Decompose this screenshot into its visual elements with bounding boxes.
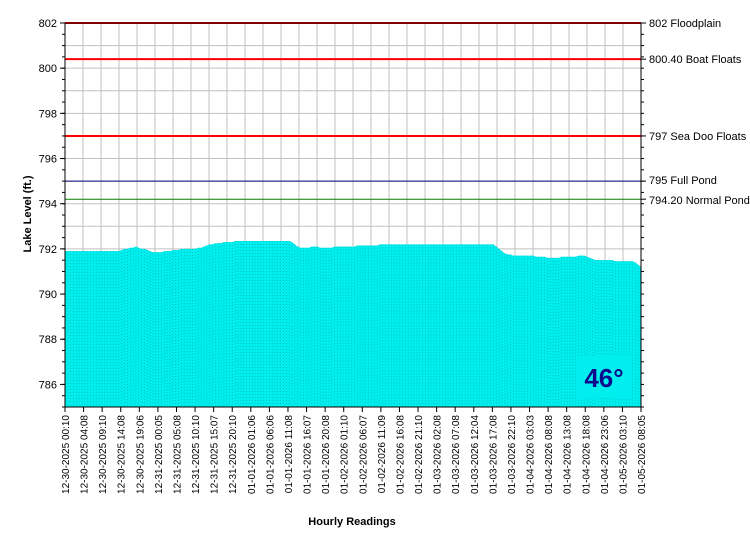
x-tick-label: 01-03-2026 12:04	[470, 415, 481, 494]
reference-label: 794.20 Normal Pond	[649, 195, 750, 207]
reference-label: 795 Full Pond	[649, 175, 717, 187]
x-tick-label: 01-01-2026 01:06	[247, 415, 258, 494]
x-tick-label: 01-01-2026 16:07	[303, 415, 314, 494]
x-tick-label: 12-31-2025 15:07	[210, 415, 221, 494]
x-tick-label: 12-31-2025 00:05	[154, 415, 165, 494]
x-axis-ticks: 12-30-2025 00:10 12-30-2025 04:08 12-30-20…	[61, 407, 648, 494]
lake-level-area	[64, 240, 642, 407]
y-tick-label: 786	[39, 379, 57, 391]
x-tick-label: 01-04-2026 18:08	[581, 415, 592, 494]
x-tick-label: 01-02-2026 01:10	[340, 415, 351, 494]
reference-labels: 802 Floodplain 800.40 Boat Floats 797 Sea …	[641, 18, 750, 207]
x-tick-label: 12-31-2025 05:08	[172, 415, 183, 494]
x-tick-label: 01-03-2026 22:10	[507, 415, 518, 494]
temperature-badge: 46°	[578, 356, 630, 398]
temperature-value: 46°	[584, 363, 623, 393]
x-tick-label: 01-05-2026 08:05	[637, 415, 648, 494]
x-tick-label: 01-01-2026 11:08	[284, 415, 295, 494]
reference-label: 797 Sea Doo Floats	[649, 131, 747, 143]
x-tick-label: 01-05-2026 03:10	[618, 415, 629, 494]
reference-label: 802 Floodplain	[649, 18, 721, 30]
x-tick-label: 01-04-2026 08:08	[544, 415, 555, 494]
x-axis-title: Hourly Readings	[308, 516, 395, 528]
y-tick-label: 788	[39, 334, 57, 346]
y-tick-label: 794	[39, 199, 57, 211]
y-axis-ticks: 786 788 790 792 794 796 798 800 802	[39, 18, 65, 408]
x-tick-label: 01-04-2026 03:03	[526, 415, 537, 494]
x-tick-label: 01-03-2026 02:08	[433, 415, 444, 494]
temperature-badge-bg	[578, 356, 630, 398]
x-tick-label: 12-30-2025 19:06	[135, 415, 146, 494]
y-tick-label: 790	[39, 289, 57, 301]
x-tick-label: 01-04-2026 13:08	[563, 415, 574, 494]
x-tick-label: 12-30-2025 00:10	[61, 415, 72, 494]
y-axis-title: Lake Level (ft.)	[22, 175, 34, 252]
right-axis-ticks	[641, 22, 644, 408]
x-tick-label: 01-02-2026 21:10	[414, 415, 425, 494]
area-fill	[65, 240, 641, 407]
y-tick-label: 800	[39, 63, 57, 75]
x-tick-label: 12-31-2025 20:10	[228, 415, 239, 494]
x-tick-label: 01-03-2026 17:08	[488, 415, 499, 494]
x-tick-label: 12-30-2025 04:08	[80, 415, 91, 494]
x-tick-label: 12-30-2025 14:08	[117, 415, 128, 494]
x-tick-label: 01-03-2026 07:08	[451, 415, 462, 494]
x-tick-label: 01-01-2026 06:06	[265, 415, 276, 494]
y-tick-label: 796	[39, 154, 57, 166]
reference-label: 800.40 Boat Floats	[649, 54, 742, 66]
y-tick-label: 802	[39, 18, 57, 30]
y-tick-label: 798	[39, 108, 57, 120]
x-tick-label: 01-02-2026 16:08	[395, 415, 406, 494]
x-tick-label: 01-04-2026 23:06	[600, 415, 611, 494]
x-tick-label: 12-31-2025 10:10	[191, 415, 202, 494]
y-tick-label: 792	[39, 244, 57, 256]
x-tick-label: 01-02-2026 06:07	[358, 415, 369, 494]
x-tick-label: 01-01-2026 20:08	[321, 415, 332, 494]
x-tick-label: 12-30-2025 09:10	[98, 415, 109, 494]
x-tick-label: 01-02-2026 11:09	[377, 415, 388, 494]
